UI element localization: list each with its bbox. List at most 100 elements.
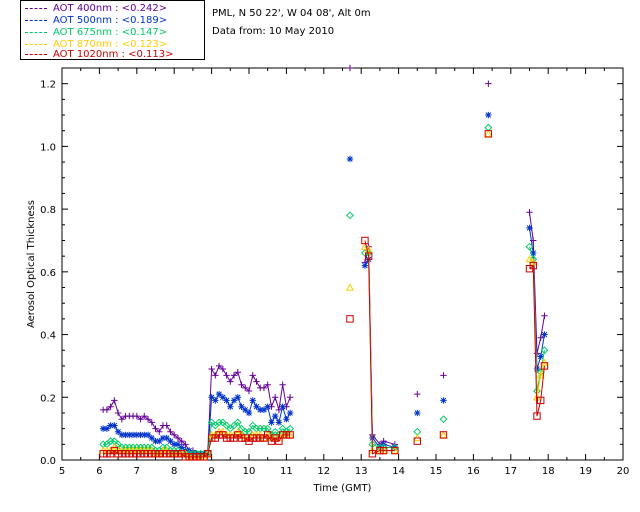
data-point [533, 412, 541, 420]
plot-frame [61, 67, 624, 461]
data-point [126, 431, 133, 439]
data-point [282, 431, 291, 439]
data-point [151, 450, 160, 458]
date-info: Data from: 10 May 2010 [212, 26, 335, 37]
data-point [484, 130, 493, 138]
data-point [156, 428, 163, 435]
site-info: PML, N 50 22', W 04 08', Alt 0m [212, 8, 371, 19]
legend-label-1020nm: AOT 1020nm : <0.113> [53, 49, 174, 60]
data-point [167, 437, 174, 445]
data-point [136, 450, 145, 458]
data-point [439, 430, 448, 438]
legend-item-1020nm: AOT 1020nm : <0.113> [25, 49, 173, 61]
data-point [182, 441, 189, 448]
legend-item-675nm: AOT 675nm : <0.147> [25, 27, 167, 39]
legend-item-400nm: AOT 400nm : <0.242> [25, 3, 167, 15]
data-point [257, 406, 264, 414]
data-point [163, 422, 170, 429]
data-point [178, 437, 185, 445]
legend-swatch-500nm [25, 19, 47, 21]
data-point [379, 446, 388, 455]
data-point [439, 431, 448, 439]
data-point [279, 403, 286, 410]
data-point [227, 403, 234, 410]
data-point [204, 450, 212, 458]
data-point [167, 428, 174, 435]
data-point [541, 312, 548, 319]
data-point [361, 262, 369, 269]
data-point [103, 406, 111, 414]
data-point [144, 416, 152, 423]
x-tick-label: 17 [504, 466, 517, 477]
data-point [114, 409, 122, 417]
data-point [107, 403, 114, 410]
x-tick-label: 10 [243, 466, 256, 477]
data-point [159, 450, 167, 458]
data-point [129, 450, 137, 458]
data-point [540, 362, 549, 370]
y-tick-label: 0.8 [40, 205, 56, 216]
data-point [192, 453, 201, 461]
data-point [171, 441, 178, 448]
data-point [346, 64, 354, 72]
data-point [159, 434, 167, 442]
data-point [174, 434, 182, 442]
data-point [440, 372, 447, 379]
series-line [364, 240, 395, 455]
data-point [118, 431, 126, 439]
data-point [484, 129, 493, 137]
data-point [170, 450, 178, 458]
x-axis-title: Time (GMT) [313, 483, 372, 494]
data-point [275, 437, 283, 445]
x-tick-label: 15 [430, 466, 443, 477]
x-tick-label: 6 [96, 466, 102, 477]
data-point [171, 431, 178, 439]
data-point [181, 453, 190, 461]
data-point [268, 419, 275, 426]
data-point [152, 425, 159, 432]
x-tick-label: 19 [579, 466, 592, 477]
data-point [361, 236, 369, 245]
data-point [118, 416, 126, 423]
data-point [196, 453, 205, 461]
data-point [530, 249, 537, 257]
data-point [133, 412, 140, 420]
data-point [137, 416, 144, 423]
data-point [253, 378, 260, 385]
data-point [233, 418, 242, 427]
series-0 [99, 64, 548, 457]
data-point [260, 384, 268, 392]
legend-label-675nm: AOT 675nm : <0.147> [53, 27, 168, 38]
data-point [234, 368, 241, 376]
data-point [286, 409, 294, 417]
data-point [99, 425, 107, 432]
data-point [148, 434, 155, 442]
data-point [537, 396, 545, 405]
data-point [118, 450, 126, 458]
x-tick-label: 20 [617, 466, 630, 477]
data-point [227, 378, 234, 385]
data-point [144, 450, 152, 458]
data-point [111, 422, 118, 429]
data-point [141, 412, 148, 420]
x-tick-label: 13 [355, 466, 368, 477]
data-point [242, 406, 249, 414]
data-point [264, 381, 271, 388]
data-point [485, 80, 492, 87]
x-tick-label: 14 [392, 466, 405, 477]
data-point [541, 331, 548, 338]
data-point [155, 450, 163, 458]
data-point [249, 434, 257, 442]
data-point [540, 346, 549, 355]
data-point [208, 365, 215, 373]
data-point [212, 372, 219, 379]
data-point [537, 353, 544, 360]
x-tick-label: 7 [134, 466, 140, 477]
series-3 [99, 129, 549, 460]
data-point [242, 384, 249, 392]
data-point [125, 450, 134, 458]
data-point [103, 425, 111, 432]
data-point [148, 450, 156, 458]
y-tick-label: 1.2 [40, 80, 56, 91]
legend-item-500nm: AOT 500nm : <0.189> [25, 15, 167, 27]
